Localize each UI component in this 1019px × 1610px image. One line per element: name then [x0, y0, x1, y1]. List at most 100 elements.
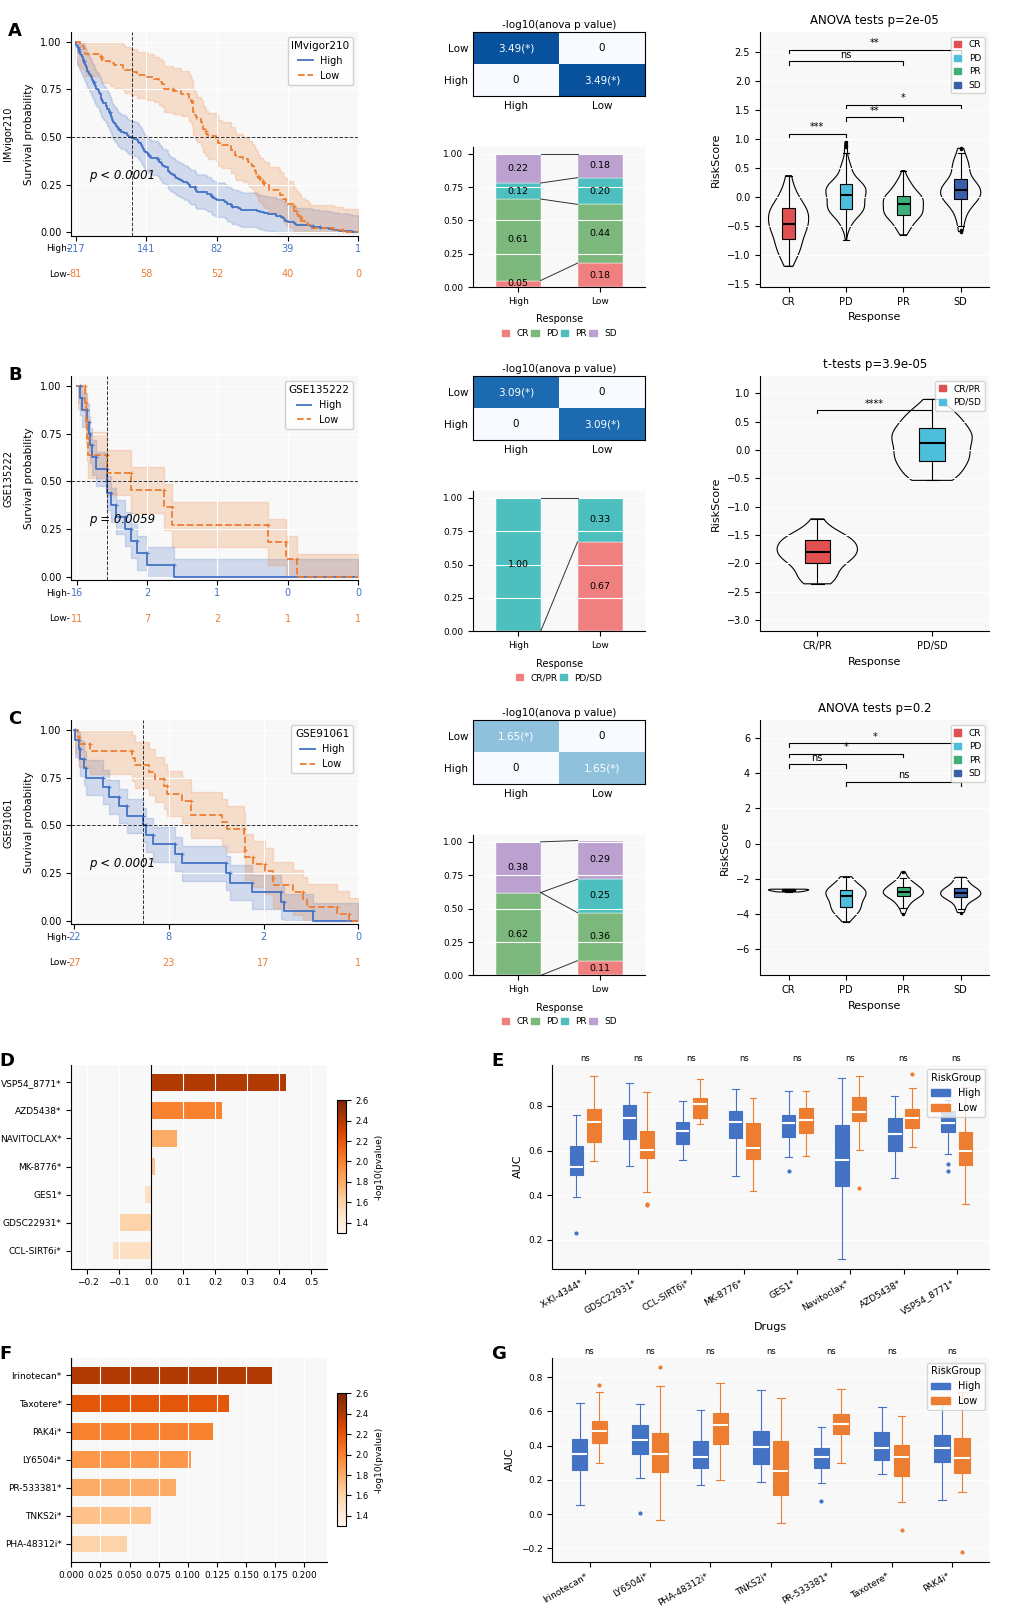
- Text: 1: 1: [355, 958, 361, 968]
- High: [84, 412, 96, 431]
- Title: -log10(anova p value): -log10(anova p value): [501, 364, 615, 374]
- Bar: [577, 543, 622, 631]
- Bar: [495, 200, 540, 280]
- Text: A: A: [8, 23, 22, 40]
- PathPatch shape: [905, 1109, 918, 1127]
- Bar: [119, 1214, 151, 1232]
- High: [97, 778, 109, 797]
- Low: [352, 911, 364, 931]
- Bar: [577, 153, 622, 177]
- High: [69, 720, 82, 739]
- Bar: [71, 1536, 127, 1552]
- High: [306, 902, 318, 921]
- Low: [78, 377, 91, 396]
- Text: 0: 0: [513, 763, 519, 773]
- High: [70, 34, 83, 53]
- Low: [263, 180, 275, 200]
- High: [352, 911, 364, 931]
- Bar: [577, 262, 622, 287]
- Y-axis label: AUC: AUC: [504, 1447, 515, 1472]
- Text: 1: 1: [355, 245, 361, 254]
- High: [120, 807, 132, 826]
- Title: -log10(anova p value): -log10(anova p value): [501, 19, 615, 31]
- Text: 81: 81: [69, 269, 82, 280]
- Low: [302, 213, 314, 232]
- Y-axis label: -log10(pvalue): -log10(pvalue): [374, 1426, 383, 1492]
- PathPatch shape: [640, 1132, 653, 1158]
- High: [278, 902, 290, 921]
- Bar: [71, 1423, 213, 1439]
- Text: G: G: [490, 1346, 505, 1364]
- High: [114, 122, 126, 142]
- PathPatch shape: [729, 1111, 742, 1138]
- Text: ns: ns: [705, 1346, 714, 1356]
- High: [246, 882, 258, 902]
- Text: ns: ns: [840, 50, 851, 60]
- Text: 0.12: 0.12: [507, 187, 528, 195]
- High: [130, 531, 143, 551]
- Bar: [577, 177, 622, 204]
- Low: [238, 847, 251, 866]
- High: [168, 567, 180, 586]
- Text: 141: 141: [137, 245, 155, 254]
- Low: [81, 428, 93, 448]
- Text: p < 0.0001: p < 0.0001: [89, 858, 155, 871]
- Legend: CR/PR, PD/SD: CR/PR, PD/SD: [934, 382, 984, 411]
- Text: 0.18: 0.18: [589, 270, 610, 280]
- Text: 0.62: 0.62: [507, 929, 528, 939]
- PathPatch shape: [804, 539, 829, 564]
- Y-axis label: RiskScore: RiskScore: [710, 477, 720, 531]
- High: [102, 100, 114, 119]
- Text: E: E: [490, 1053, 502, 1071]
- Text: 17: 17: [257, 958, 269, 968]
- Title: t-tests p=3.9e-05: t-tests p=3.9e-05: [821, 357, 926, 370]
- Low: [200, 124, 212, 143]
- Text: ns: ns: [633, 1053, 642, 1063]
- PathPatch shape: [896, 887, 909, 897]
- High: [78, 749, 91, 768]
- Text: Low-: Low-: [50, 958, 70, 968]
- Line: High: High: [76, 386, 358, 576]
- Text: 0: 0: [284, 588, 290, 597]
- Bar: [71, 1480, 176, 1496]
- Low: [352, 567, 364, 586]
- PathPatch shape: [772, 1441, 788, 1494]
- High: [73, 739, 86, 758]
- PathPatch shape: [572, 1439, 587, 1470]
- Text: ns: ns: [886, 1346, 896, 1356]
- Low: [72, 720, 85, 739]
- High: [110, 496, 122, 515]
- Text: 39: 39: [281, 245, 293, 254]
- Legend: CR/PR, PD/SD: CR/PR, PD/SD: [512, 655, 605, 686]
- PathPatch shape: [569, 1146, 583, 1175]
- Text: ns: ns: [897, 770, 908, 781]
- Legend: High, Low: High, Low: [287, 37, 353, 85]
- High: [68, 720, 81, 739]
- High: [137, 816, 149, 836]
- Legend: CR, PD, PR, SD: CR, PD, PR, SD: [497, 311, 620, 341]
- High: [141, 543, 153, 562]
- Legend: CR, PD, PR, SD: CR, PD, PR, SD: [950, 37, 984, 93]
- High: [124, 531, 137, 551]
- Bar: [151, 1130, 177, 1146]
- PathPatch shape: [813, 1447, 828, 1468]
- Bar: [145, 1187, 151, 1203]
- High: [274, 882, 286, 902]
- High: [147, 826, 159, 845]
- Text: 27: 27: [68, 958, 81, 968]
- Low: [238, 826, 251, 845]
- PathPatch shape: [782, 1116, 795, 1137]
- Text: D: D: [0, 1053, 14, 1071]
- High: [86, 436, 98, 456]
- Low: [157, 480, 169, 499]
- High: [220, 853, 232, 873]
- Text: 0: 0: [355, 932, 361, 942]
- Text: ns: ns: [811, 752, 822, 763]
- Text: 3.09(*): 3.09(*): [584, 419, 620, 430]
- High: [105, 496, 117, 515]
- Text: 0.29: 0.29: [589, 855, 610, 865]
- X-axis label: Response: Response: [847, 1001, 901, 1011]
- Bar: [71, 1507, 151, 1525]
- Text: 7: 7: [144, 613, 150, 623]
- Text: 11: 11: [70, 613, 83, 623]
